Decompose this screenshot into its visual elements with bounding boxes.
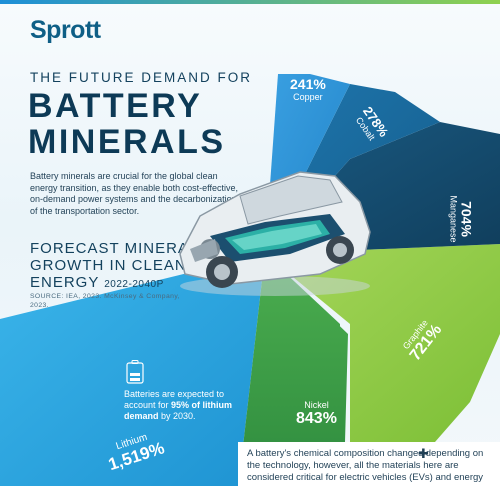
label-nickel: Nickel 843%	[296, 400, 337, 428]
electric-car-illustration	[179, 171, 371, 296]
source-note: SOURCE: IEA, 2023. McKinsey & Company, 2…	[30, 293, 180, 309]
bottom-text-panel	[238, 442, 500, 486]
manganese-growth: 704%	[458, 201, 475, 237]
lithium-note-prefix: Batteries are expected to account for	[124, 389, 225, 410]
copper-growth: 241%	[290, 76, 326, 92]
lithium-note-bold: 95% of lithium demand	[124, 400, 233, 421]
nickel-name: Nickel	[304, 400, 329, 410]
segment-cobalt	[265, 84, 440, 254]
label-manganese: 704% Manganese	[449, 195, 475, 242]
forecast-line-1: FORECAST MINERAL	[30, 240, 199, 257]
intro-paragraph: Battery minerals are crucial for the glo…	[30, 171, 238, 216]
plus-icon: ✚	[418, 446, 429, 461]
forecast-line-3: ENERGY 2022-2040P	[30, 274, 198, 293]
battery-icon	[126, 360, 144, 384]
lithium-demand-note: Batteries are expected to account for 95…	[124, 389, 244, 422]
segment-lithium	[0, 254, 265, 486]
sprott-logo[interactable]: Sprott	[30, 16, 101, 44]
infographic: Sprott THE FUTURE DEMAND FOR BATTERY MIN…	[0, 4, 500, 486]
forecast-line-2: GROWTH IN CLEAN	[30, 257, 187, 274]
top-accent-bar	[0, 0, 500, 4]
page-kicker: THE FUTURE DEMAND FOR	[30, 70, 252, 85]
mineral-wheel	[0, 74, 500, 486]
title-line-2: MINERALS	[28, 123, 226, 161]
composition-paragraph: A battery's chemical composition changes…	[247, 448, 484, 486]
manganese-name: Manganese	[448, 195, 459, 243]
lithium-note-suffix: by 2030.	[158, 411, 196, 421]
nickel-growth: 843%	[296, 410, 337, 427]
label-copper: 241% Copper	[290, 76, 326, 102]
page-title: BATTERY MINERALS	[28, 88, 226, 160]
segment-nickel-body	[242, 254, 348, 486]
forecast-heading: FORECAST MINERAL GROWTH IN CLEAN ENERGY …	[30, 240, 198, 293]
copper-name: Copper	[293, 92, 323, 102]
title-line-1: BATTERY	[28, 87, 203, 125]
forecast-years: 2022-2040P	[104, 279, 164, 290]
forecast-line-3-text: ENERGY	[30, 274, 100, 291]
